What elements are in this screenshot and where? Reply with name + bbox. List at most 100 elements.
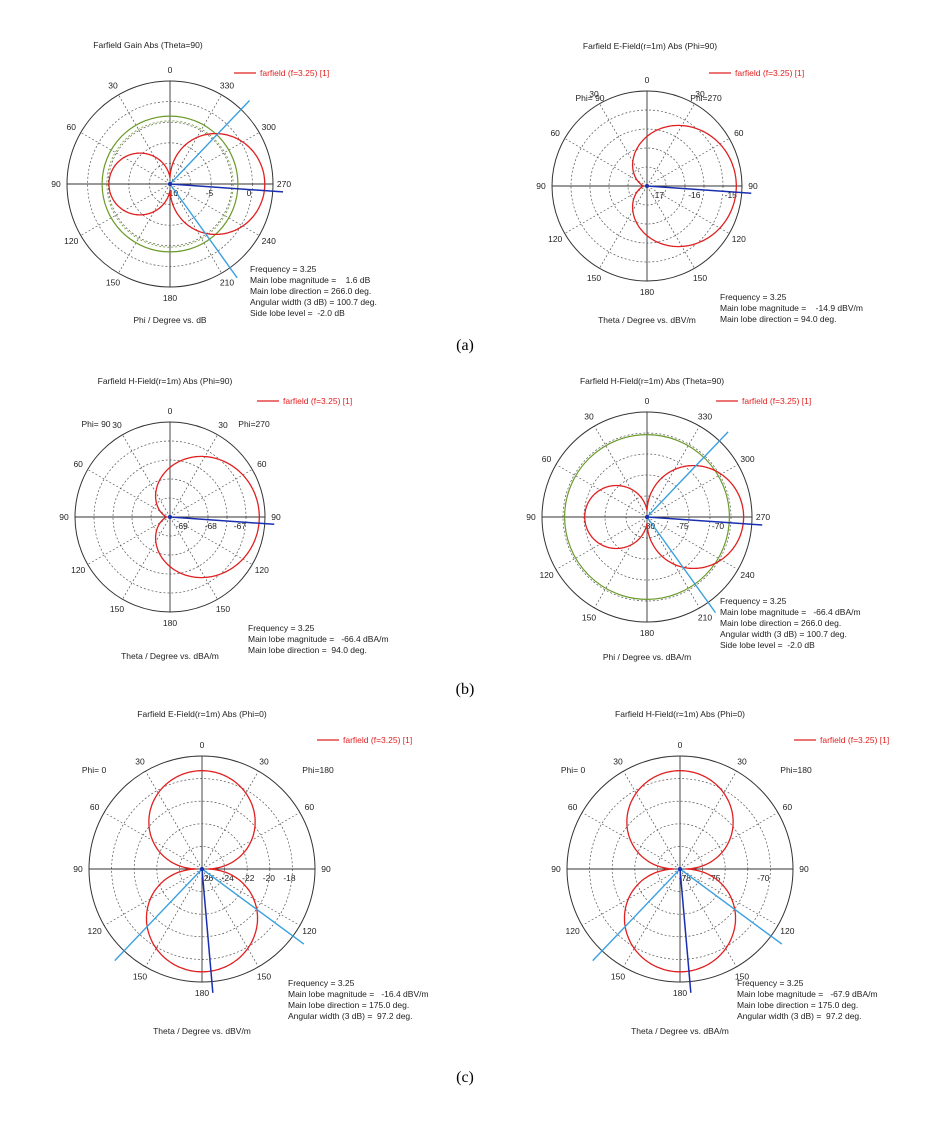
info-line: Main lobe direction = 175.0 deg. [288, 1000, 409, 1010]
polar-spoke-330 [118, 94, 171, 185]
polar-spoke-240 [564, 185, 648, 234]
beamwidth-line-2 [592, 868, 681, 962]
angle-tick-label: 30 [112, 420, 122, 430]
polar-spoke-210 [145, 868, 203, 968]
angle-tick-label: 180 [673, 988, 687, 998]
angle-tick-label: 120 [780, 926, 794, 936]
legend-label: farfield (f=3.25) [1] [820, 735, 889, 745]
polar-spoke-30 [646, 103, 695, 187]
angle-tick-label: 180 [195, 988, 209, 998]
polar-spoke-150 [169, 183, 222, 274]
chart-legend: farfield (f=3.25) [1] [794, 735, 889, 745]
chart-title: Farfield H-Field(r=1m) Abs (Theta=90) [580, 376, 724, 386]
pattern-curve [631, 124, 737, 248]
polar-spoke-210 [623, 868, 681, 968]
polar-spoke-120 [201, 868, 301, 926]
angle-tick-label: 300 [262, 122, 276, 132]
polar-chart-2: 0 30 60 90 120 150 180 150 120 90 60 30 -17 -16 -15 Far… [536, 41, 863, 325]
angle-tick-label: 0 [678, 740, 683, 750]
info-line: Angular width (3 dB) = 100.7 deg. [250, 297, 377, 307]
side-label: Phi= 90 [575, 93, 604, 103]
beamwidth-line-1 [679, 868, 783, 945]
radial-tick-label: -22 [242, 873, 255, 883]
legend-label: farfield (f=3.25) [1] [283, 396, 352, 406]
axis-label: Theta / Degree vs. dBV/m [598, 315, 696, 325]
side-label: Phi=180 [302, 765, 334, 775]
caption-a: (a) [456, 337, 474, 354]
pattern-curve [584, 464, 745, 570]
info-line: Main lobe magnitude = -66.4 dBA/m [720, 607, 861, 617]
side-label: Phi=270 [690, 93, 722, 103]
angle-tick-label: 30 [737, 757, 747, 767]
beamwidth-line-2 [114, 868, 203, 962]
angle-tick-label: 90 [51, 179, 61, 189]
angle-tick-label: 210 [698, 612, 712, 622]
beamwidth-line-1 [201, 868, 305, 945]
info-line: Side lobe level = -2.0 dB [250, 308, 345, 318]
polar-spoke-120 [169, 183, 260, 236]
polar-spoke-150 [679, 868, 737, 968]
info-line: Main lobe magnitude = -66.4 dBA/m [248, 634, 389, 644]
info-line: Angular width (3 dB) = 97.2 deg. [737, 1011, 862, 1021]
angle-tick-label: 120 [302, 926, 316, 936]
angle-tick-label: 60 [305, 802, 315, 812]
angle-tick-label: 60 [73, 459, 83, 469]
angle-tick-label: 30 [108, 80, 118, 90]
angle-tick-label: 210 [220, 278, 234, 288]
radial-tick-label: -67 [234, 521, 247, 531]
pattern-curve [145, 770, 259, 973]
angle-tick-label: 120 [255, 565, 269, 575]
chart-title: Farfield Gain Abs (Theta=90) [93, 40, 203, 50]
info-line: Angular width (3 dB) = 97.2 deg. [288, 1011, 413, 1021]
info-line: Angular width (3 dB) = 100.7 deg. [720, 629, 847, 639]
polar-spoke-330 [623, 770, 681, 870]
beamwidth-line-1 [646, 516, 717, 614]
info-line: Frequency = 3.25 [720, 596, 787, 606]
threshold-circle [564, 434, 730, 600]
angle-tick-label: 330 [220, 80, 234, 90]
main-lobe-line [169, 516, 275, 526]
legend-label: farfield (f=3.25) [1] [742, 396, 811, 406]
polar-spoke-30 [646, 425, 700, 518]
side-label: Phi= 0 [82, 765, 107, 775]
axis-label: Phi / Degree vs. dB [133, 315, 207, 325]
pattern-curve [154, 455, 260, 579]
pattern-curve [108, 132, 266, 236]
polar-spoke-300 [555, 464, 648, 518]
angle-tick-label: 0 [168, 65, 173, 75]
angle-tick-label: 90 [748, 181, 758, 191]
polar-spoke-210 [594, 516, 648, 609]
angle-tick-label: 150 [611, 971, 625, 981]
angle-tick-label: 150 [735, 971, 749, 981]
polar-spoke-30 [169, 434, 218, 518]
polar-spoke-210 [118, 183, 171, 274]
info-line: Frequency = 3.25 [248, 623, 315, 633]
angle-tick-label: 60 [67, 122, 77, 132]
angle-tick-label: 60 [257, 459, 267, 469]
angle-tick-label: 150 [133, 971, 147, 981]
beamwidth-line-2 [646, 431, 729, 518]
main-lobe-line [679, 868, 692, 993]
polar-spoke-60 [646, 138, 730, 187]
polar-spoke-300 [87, 469, 171, 518]
radial-tick-label: -20 [263, 873, 276, 883]
angle-tick-label: 60 [783, 802, 793, 812]
info-line: Frequency = 3.25 [737, 978, 804, 988]
polar-center-dot [168, 182, 172, 186]
chart-legend: farfield (f=3.25) [1] [709, 68, 804, 78]
angle-tick-label: 120 [566, 926, 580, 936]
angle-tick-label: 30 [259, 757, 269, 767]
radial-tick-label: -26 [201, 873, 214, 883]
beamwidth-line-2 [169, 99, 251, 185]
radial-tick-label: -78 [679, 873, 692, 883]
angle-tick-label: 30 [589, 89, 599, 99]
polar-chart-4: 0 30 60 90 120 150 180 210 240 270 300 330 -80 -75 -70… [526, 376, 860, 662]
info-line: Frequency = 3.25 [250, 264, 317, 274]
angle-tick-label: 90 [799, 864, 809, 874]
caption-b: (b) [456, 681, 475, 698]
polar-center-dot [678, 867, 682, 871]
radial-tick-label: -17 [652, 190, 665, 200]
main-lobe-line [646, 185, 752, 195]
